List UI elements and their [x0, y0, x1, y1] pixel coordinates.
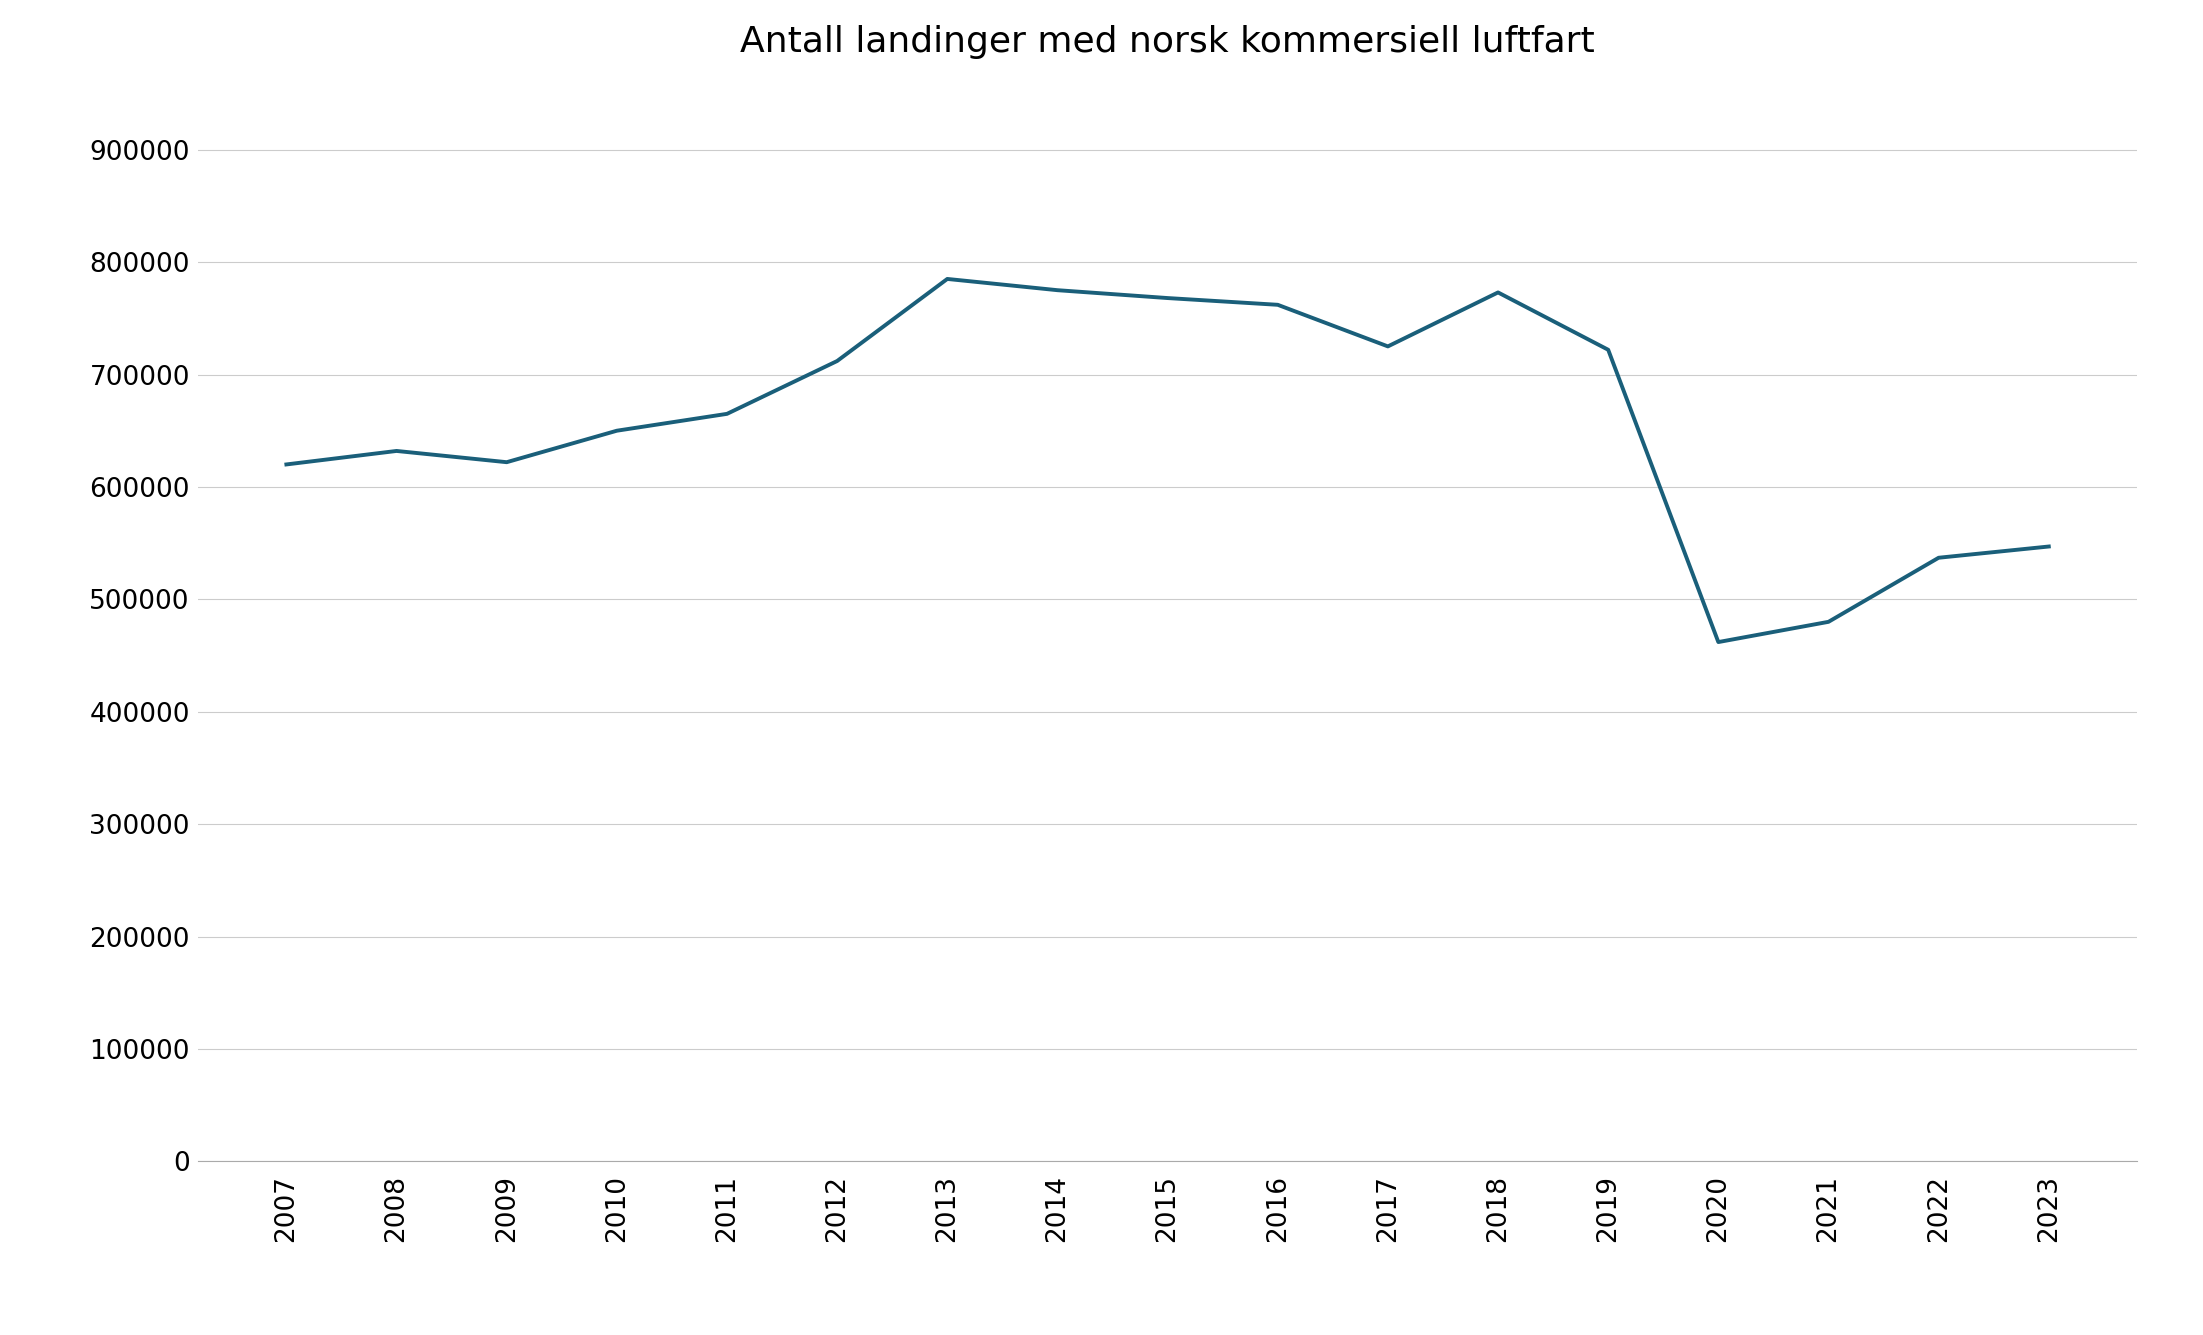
Title: Antall landinger med norsk kommersiell luftfart: Antall landinger med norsk kommersiell l…	[740, 25, 1595, 59]
